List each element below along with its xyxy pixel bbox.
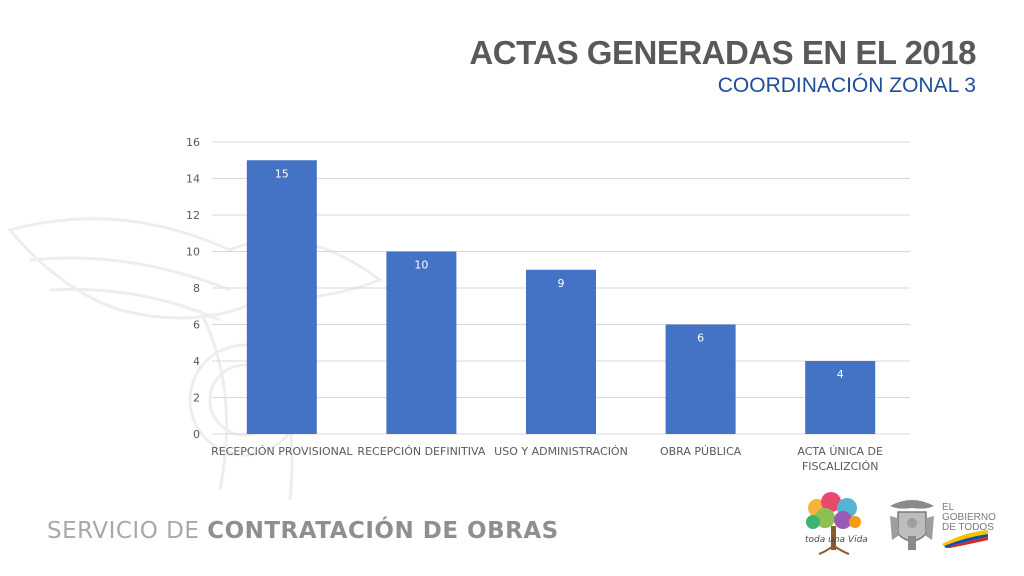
x-category-label: RECEPCIÓN DEFINITIVA (357, 445, 485, 458)
y-tick-label: 6 (193, 319, 200, 332)
x-category-label: USO Y ADMINISTRACIÓN (494, 445, 628, 458)
y-tick-label: 2 (193, 392, 200, 405)
bar (386, 251, 457, 434)
y-tick-label: 12 (186, 209, 200, 222)
page-subtitle: COORDINACIÓN ZONAL 3 (717, 74, 976, 97)
y-tick-label: 10 (186, 246, 200, 259)
bar (665, 324, 736, 434)
logo-tree-text: toda una Vida (805, 535, 868, 545)
y-tick-label: 0 (193, 428, 200, 441)
y-tick-label: 8 (193, 282, 200, 295)
bar-data-label: 6 (697, 332, 704, 345)
bar-data-label: 4 (837, 368, 844, 381)
toda-una-vida-logo: toda una Vida (805, 492, 868, 555)
bar-data-label: 10 (414, 259, 428, 272)
footer-name-light: SERVICIO DE (47, 518, 208, 544)
footer-organization-name: SERVICIO DE CONTRATACIÓN DE OBRAS (47, 518, 559, 544)
government-logo-text: EL GOBIERNO DE TODOS (942, 503, 996, 533)
y-tick-label: 16 (186, 136, 200, 149)
tricolor-swoosh-icon (942, 530, 988, 548)
footer-name-bold: CONTRATACIÓN DE OBRAS (207, 518, 559, 544)
y-tick-label: 14 (186, 173, 200, 186)
gov-text-line-1: EL (942, 502, 955, 513)
x-category-label: ACTA ÚNICA DE (797, 445, 883, 458)
coat-of-arms-logo (890, 500, 934, 550)
bar (246, 160, 317, 434)
bar-data-label: 15 (275, 167, 289, 180)
bar-data-label: 9 (558, 277, 565, 290)
x-category-label: FISCALIZCIÓN (802, 460, 878, 473)
x-category-label: OBRA PÚBLICA (660, 445, 742, 458)
y-tick-label: 4 (193, 355, 200, 368)
page-title: ACTAS GENERADAS EN EL 2018 (469, 34, 976, 71)
gov-text-line-2: GOBIERNO (942, 512, 996, 523)
gov-text-line-3: DE TODOS (942, 522, 994, 533)
x-category-label: RECEPCIÓN PROVISIONAL (211, 445, 353, 458)
bar (526, 269, 596, 434)
bar (805, 361, 876, 434)
